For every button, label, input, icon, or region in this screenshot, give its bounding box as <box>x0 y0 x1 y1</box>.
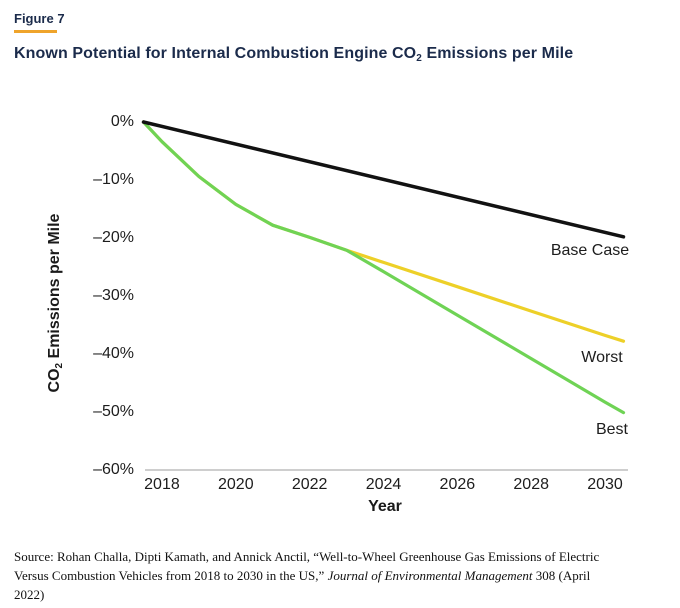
x-tick-label: 2028 <box>513 476 549 493</box>
line-base-case <box>141 120 626 239</box>
emissions-line-chart: CO2 Emissions per Mile 0% –10% –20% –30% –40… <box>0 95 680 530</box>
figure-title-suffix: Emissions per Mile <box>421 45 574 62</box>
source-note-text: Source: Rohan Challa, Dipti Kamath, and … <box>14 549 600 583</box>
y-tick-label: –10% <box>93 171 134 188</box>
line-best <box>141 120 626 415</box>
source-note-journal: Journal of Environmental Management <box>327 568 533 583</box>
x-tick-label: 2018 <box>144 476 180 493</box>
series-label-worst: Worst <box>581 349 623 366</box>
figure-title-text: Known Potential for Internal Combustion … <box>14 45 417 62</box>
accent-rule <box>14 30 57 33</box>
x-tick-label: 2022 <box>291 476 328 493</box>
x-tick-label: 2024 <box>365 476 402 493</box>
series-label-best: Best <box>595 421 628 438</box>
source-note: Source: Rohan Challa, Dipti Kamath, and … <box>14 547 606 604</box>
y-tick-label: –40% <box>93 345 134 362</box>
figure-title-subscript: 2 <box>416 53 422 64</box>
y-tick-label: 0% <box>110 113 134 130</box>
y-tick-label: –30% <box>93 287 134 304</box>
x-axis-title: Year <box>368 498 402 515</box>
chart-plot-area <box>141 120 628 471</box>
y-axis-title-text: CO <box>46 368 63 393</box>
x-tick-label: 2026 <box>439 476 476 493</box>
source-note-suffix: 308 (April 2022) <box>14 568 591 602</box>
x-tick-label: 2020 <box>218 476 254 493</box>
figure-title: Known Potential for Internal Combustion … <box>14 45 664 64</box>
y-tick-label: –60% <box>93 461 134 478</box>
series-label-base-case: Base Case <box>550 242 630 259</box>
y-tick-label: –50% <box>93 403 134 420</box>
figure-number-label: Figure 7 <box>14 11 65 26</box>
x-tick-label: 2030 <box>587 476 623 493</box>
y-tick-label: –20% <box>93 229 134 246</box>
line-worst <box>141 120 626 343</box>
